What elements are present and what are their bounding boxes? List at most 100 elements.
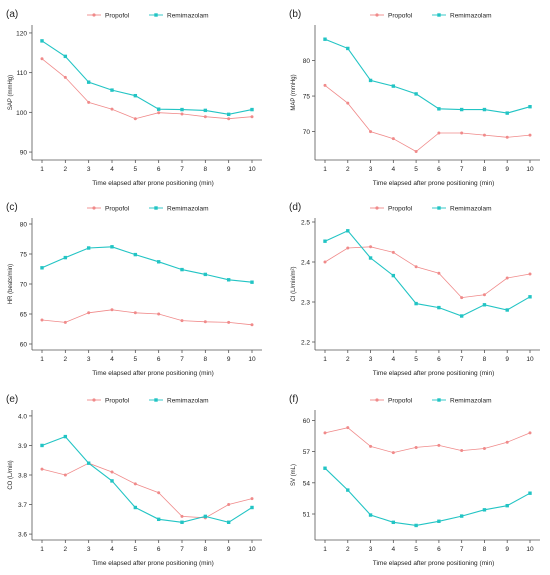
panel-label: (a) [6,9,18,20]
legend-marker [154,398,158,402]
x-tick-label: 4 [392,166,396,173]
x-tick-label: 7 [460,166,464,173]
x-axis-label: Time elapsed after prone positioning (mi… [92,370,214,377]
data-point-remimazolam [226,278,231,282]
data-point-propofol [250,323,254,327]
data-point-remimazolam [40,39,44,43]
data-point-remimazolam [156,260,161,264]
data-point-propofol [157,491,161,495]
x-tick-label: 6 [157,546,161,553]
data-point-remimazolam [156,107,161,111]
x-tick-label: 6 [157,166,161,173]
x-tick-label: 2 [64,356,68,363]
data-point-propofol [180,319,184,323]
series-line-propofol [41,309,253,326]
data-point-remimazolam [323,239,327,243]
y-axis-label: SAP (mmHg) [8,75,14,110]
y-tick-label: 100 [16,110,27,117]
data-point-propofol [250,115,254,119]
x-tick-label: 8 [204,546,208,553]
x-tick-label: 6 [437,356,441,363]
y-tick-label: 2.5 [301,220,310,227]
x-tick-label: 7 [180,166,184,173]
data-point-remimazolam [110,88,114,92]
data-point-remimazolam [346,488,350,492]
legend-label: Propofol [105,12,130,19]
legend-marker [154,206,158,210]
y-tick-label: 75 [20,252,28,259]
legend-label: Propofol [105,397,130,404]
data-point-propofol [40,318,44,322]
data-point-remimazolam [437,519,441,523]
series-line-propofol [41,462,253,519]
data-point-propofol [369,245,373,249]
data-point-remimazolam [391,84,396,88]
x-tick-label: 5 [414,356,418,363]
data-point-propofol [460,296,464,300]
data-point-remimazolam [459,314,464,318]
data-point-remimazolam [459,514,464,518]
x-tick-label: 1 [323,166,327,173]
data-point-propofol [369,130,373,134]
x-tick-label: 1 [40,356,44,363]
data-point-propofol [133,482,137,486]
y-tick-label: 80 [303,58,311,65]
data-point-remimazolam [203,272,208,277]
x-tick-label: 2 [346,356,350,363]
data-point-remimazolam [482,107,487,112]
data-point-propofol [63,473,67,477]
data-point-propofol [414,445,418,449]
data-point-remimazolam [368,513,373,517]
data-point-remimazolam [459,107,464,112]
data-point-remimazolam [63,255,68,260]
x-tick-label: 8 [483,166,487,173]
data-point-propofol [460,131,464,135]
data-point-remimazolam [203,514,208,519]
legend-label: Remimazolam [450,397,492,404]
data-point-propofol [437,131,441,135]
data-point-remimazolam [110,479,114,483]
data-point-remimazolam [346,229,350,233]
x-axis-label: Time elapsed after prone positioning (mi… [92,560,214,567]
data-point-remimazolam [40,443,44,448]
x-tick-label: 1 [323,546,327,553]
legend-label: Propofol [105,205,130,212]
x-tick-label: 10 [526,356,534,363]
y-tick-label: 60 [20,342,28,349]
data-point-propofol [110,308,114,312]
data-point-propofol [110,470,114,474]
data-point-remimazolam [414,92,418,96]
y-tick-label: 75 [303,94,311,101]
x-tick-label: 1 [323,356,327,363]
y-tick-label: 2.3 [301,300,310,307]
x-tick-label: 8 [483,546,487,553]
data-point-propofol [87,100,91,104]
series-line-remimazolam [41,246,253,283]
data-point-propofol [203,115,207,119]
data-point-propofol [437,271,441,275]
data-point-propofol [528,133,532,137]
x-tick-label: 1 [40,546,44,553]
data-point-remimazolam [63,54,68,59]
x-tick-label: 9 [227,356,231,363]
data-point-propofol [369,444,373,448]
data-point-propofol [346,101,350,105]
panel-a: (a) 90 100 110 120 1 2 3 4 5 6 7 8 9 10 Time elapsed af… [6,9,262,187]
series-line-propofol [324,85,531,152]
x-axis-label: Time elapsed after prone positioning (mi… [373,180,495,187]
data-point-remimazolam [226,112,231,117]
data-point-propofol [391,451,395,455]
series-line-remimazolam [324,38,531,114]
data-point-propofol [133,117,137,121]
legend-marker [92,13,96,17]
data-point-remimazolam [505,111,509,115]
data-point-propofol [227,503,231,507]
data-point-propofol [87,311,91,315]
data-point-propofol [323,83,327,87]
x-tick-label: 5 [414,546,418,553]
series-line-remimazolam [41,40,253,115]
legend-marker [375,206,379,210]
data-point-remimazolam [414,301,418,306]
data-point-propofol [414,149,418,153]
data-point-propofol [346,426,350,430]
